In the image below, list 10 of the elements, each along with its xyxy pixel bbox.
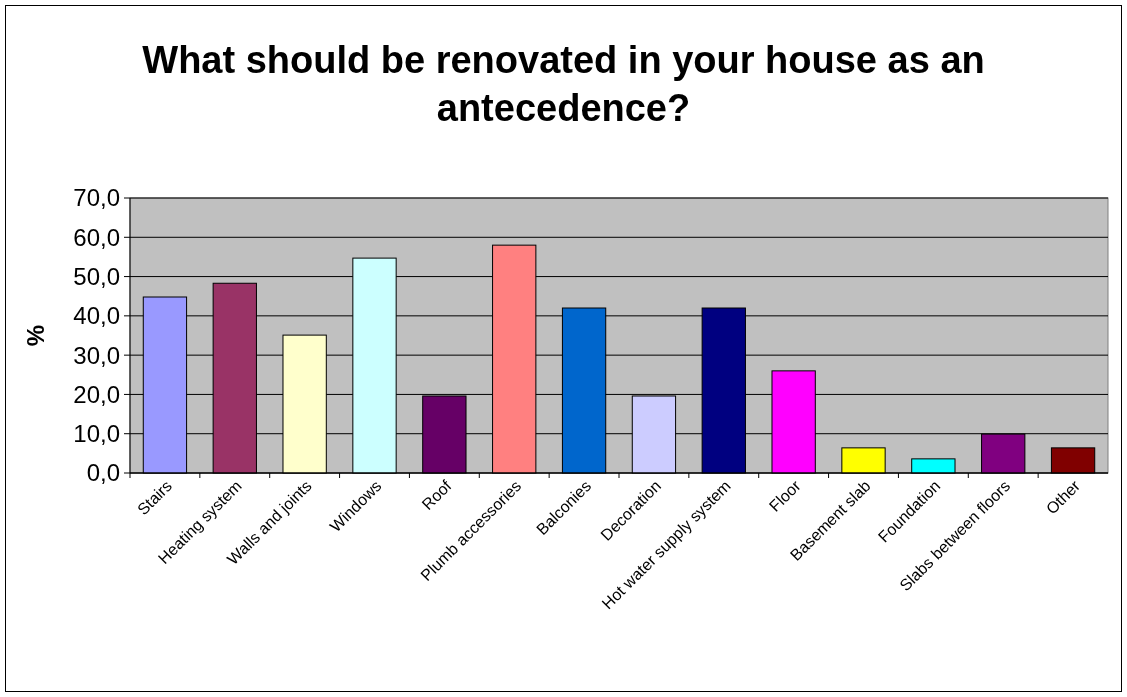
y-tick-label: 50,0 — [73, 262, 120, 290]
y-tick-label: 70,0 — [73, 184, 120, 212]
y-tick-label: 20,0 — [73, 380, 120, 408]
y-tick-label: 40,0 — [73, 302, 120, 330]
y-tick-label: 60,0 — [73, 223, 120, 251]
y-tick-label: 0,0 — [86, 459, 120, 487]
chart-title: What should be renovated in your house as an antecedence? — [142, 39, 985, 129]
y-axis-title: % — [22, 324, 49, 347]
y-tick-label: 10,0 — [73, 420, 120, 448]
y-tick-label: 30,0 — [73, 341, 120, 369]
